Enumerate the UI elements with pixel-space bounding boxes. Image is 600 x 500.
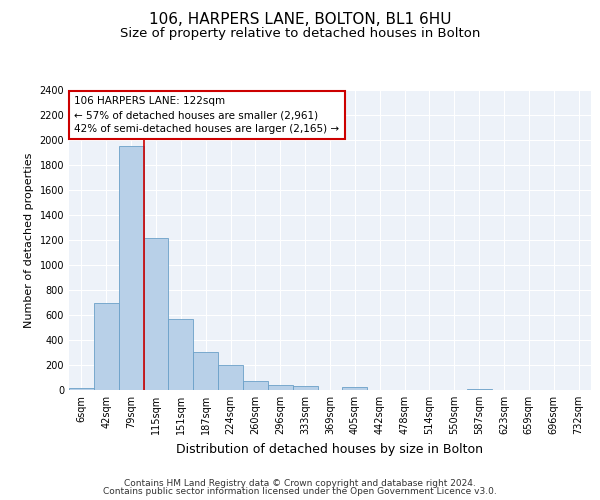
Y-axis label: Number of detached properties: Number of detached properties [24, 152, 34, 328]
Text: Size of property relative to detached houses in Bolton: Size of property relative to detached ho… [120, 28, 480, 40]
Text: Contains HM Land Registry data © Crown copyright and database right 2024.: Contains HM Land Registry data © Crown c… [124, 478, 476, 488]
Text: 106, HARPERS LANE, BOLTON, BL1 6HU: 106, HARPERS LANE, BOLTON, BL1 6HU [149, 12, 451, 28]
Bar [94, 303, 119, 390]
X-axis label: Distribution of detached houses by size in Bolton: Distribution of detached houses by size … [176, 442, 484, 456]
Bar [268, 385, 293, 390]
Bar [193, 352, 218, 390]
Bar [143, 238, 169, 390]
Bar [343, 386, 367, 390]
Bar [169, 320, 193, 390]
Bar [69, 388, 94, 390]
Bar [218, 365, 243, 390]
Text: Contains public sector information licensed under the Open Government Licence v3: Contains public sector information licen… [103, 487, 497, 496]
Bar [467, 388, 491, 390]
Text: 106 HARPERS LANE: 122sqm
← 57% of detached houses are smaller (2,961)
42% of sem: 106 HARPERS LANE: 122sqm ← 57% of detach… [74, 96, 340, 134]
Bar [243, 381, 268, 390]
Bar [293, 386, 317, 390]
Bar [119, 146, 143, 390]
